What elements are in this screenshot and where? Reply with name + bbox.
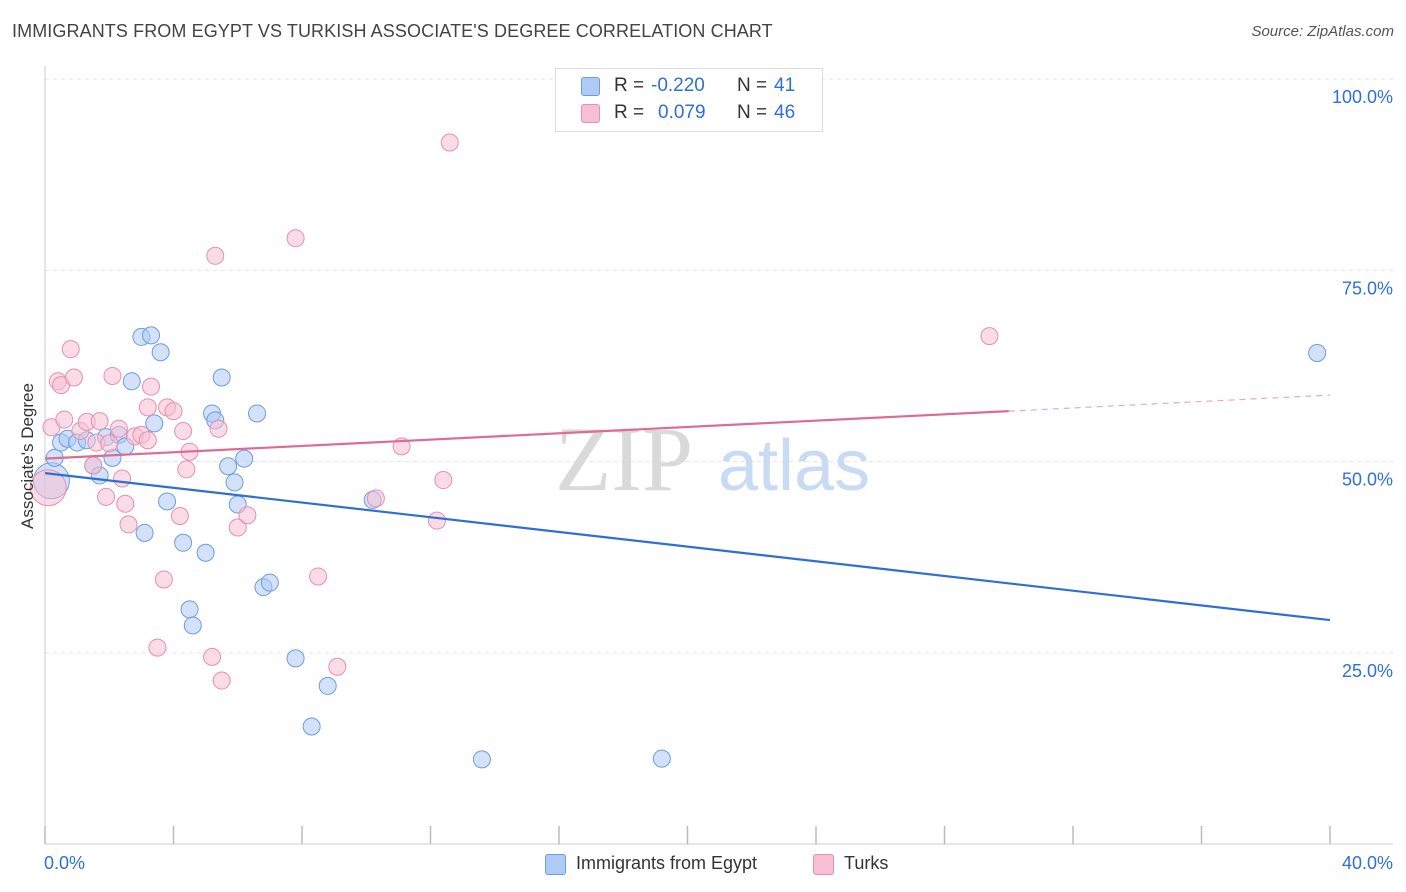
n-label: N = — [737, 102, 768, 123]
point-turks — [212, 671, 231, 690]
egypt-swatch — [545, 854, 566, 875]
point-turks — [100, 434, 119, 453]
series-turks-points — [29, 133, 999, 690]
point-egypt — [183, 616, 202, 635]
point-turks — [154, 570, 173, 589]
point-turks — [119, 515, 138, 534]
series-egypt-points — [32, 326, 1327, 769]
egypt-swatch — [581, 77, 600, 96]
point-egypt — [225, 473, 244, 492]
y-tick-label: 100.0% — [1332, 87, 1393, 107]
point-turks — [366, 489, 385, 508]
point-turks — [328, 657, 347, 676]
y-tick-label: 25.0% — [1342, 661, 1393, 681]
point-egypt — [260, 573, 279, 592]
point-egypt — [212, 368, 231, 387]
x-tick-label-max: 40.0% — [1342, 853, 1393, 873]
y-tick-label: 75.0% — [1342, 278, 1393, 298]
point-turks — [203, 647, 222, 666]
r-label: R = — [614, 75, 645, 96]
point-egypt — [158, 492, 177, 511]
point-egypt — [1308, 343, 1327, 362]
watermark: ZIP atlas — [555, 408, 870, 510]
point-turks — [170, 507, 189, 526]
point-egypt — [151, 343, 170, 362]
gridlines — [45, 78, 1393, 654]
point-turks — [238, 506, 257, 525]
point-egypt — [174, 533, 193, 552]
point-turks — [138, 431, 157, 450]
point-egypt — [318, 676, 337, 695]
point-turks — [286, 229, 305, 248]
trendline-turks-extension — [1008, 394, 1331, 412]
r-value: -0.220 — [651, 75, 705, 96]
point-egypt — [145, 414, 164, 433]
point-turks — [61, 340, 80, 359]
point-turks — [109, 419, 128, 438]
stats-legend: R = -0.220 N = 41 R = 0.079 N = 46 — [555, 68, 823, 132]
source-label: Source: ZipAtlas.com — [1251, 23, 1394, 40]
y-tick-label: 50.0% — [1342, 470, 1393, 490]
point-turks — [64, 368, 83, 387]
y-axis-label: Associate's Degree — [18, 383, 37, 529]
n-value: 46 — [774, 102, 796, 123]
r-label: R = — [614, 102, 645, 123]
point-turks — [29, 469, 67, 507]
legend-label-egypt: Immigrants from Egypt — [576, 853, 758, 873]
y-tick-labels: 25.0% 50.0% 75.0% 100.0% — [1332, 87, 1393, 681]
point-turks — [116, 494, 135, 513]
point-turks — [206, 246, 225, 265]
point-egypt — [180, 600, 199, 619]
point-turks — [980, 327, 999, 346]
turks-swatch — [813, 854, 834, 875]
point-egypt — [142, 326, 161, 345]
point-egypt — [235, 449, 254, 468]
point-turks — [434, 471, 453, 490]
point-turks — [97, 487, 116, 506]
chart-title: IMMIGRANTS FROM EGYPT VS TURKISH ASSOCIA… — [12, 21, 773, 41]
point-turks — [228, 518, 247, 537]
point-turks — [148, 638, 167, 657]
point-turks — [309, 567, 328, 586]
point-turks — [177, 460, 196, 479]
x-tick-label-min: 0.0% — [44, 853, 85, 873]
point-egypt — [248, 404, 267, 423]
point-egypt — [122, 372, 141, 391]
legend-label-turks: Turks — [844, 853, 889, 873]
point-egypt — [472, 750, 491, 769]
watermark-zip: ZIP — [555, 408, 693, 510]
point-turks — [84, 456, 103, 475]
point-egypt — [302, 717, 321, 736]
trendline-turks — [44, 410, 1009, 460]
point-turks — [90, 412, 109, 431]
point-turks — [138, 398, 157, 417]
point-turks — [103, 366, 122, 385]
point-turks — [55, 410, 74, 429]
point-egypt — [652, 749, 671, 768]
axes — [44, 66, 1393, 845]
n-value: 41 — [774, 75, 796, 96]
point-turks — [142, 377, 161, 396]
point-egypt — [286, 649, 305, 668]
point-turks — [113, 469, 132, 488]
trendlines — [44, 394, 1331, 622]
point-turks — [164, 402, 183, 421]
r-value: 0.079 — [658, 102, 706, 123]
watermark-atlas: atlas — [718, 426, 870, 506]
point-turks — [427, 511, 446, 530]
point-egypt — [135, 523, 154, 542]
point-turks — [174, 422, 193, 441]
turks-swatch — [581, 104, 600, 123]
point-egypt — [196, 543, 215, 562]
n-label: N = — [737, 75, 768, 96]
trendline-egypt — [44, 472, 1331, 622]
point-egypt — [219, 457, 238, 476]
point-turks — [440, 133, 459, 152]
series-legend: Immigrants from Egypt Turks — [0, 852, 1406, 878]
point-turks — [209, 419, 228, 438]
